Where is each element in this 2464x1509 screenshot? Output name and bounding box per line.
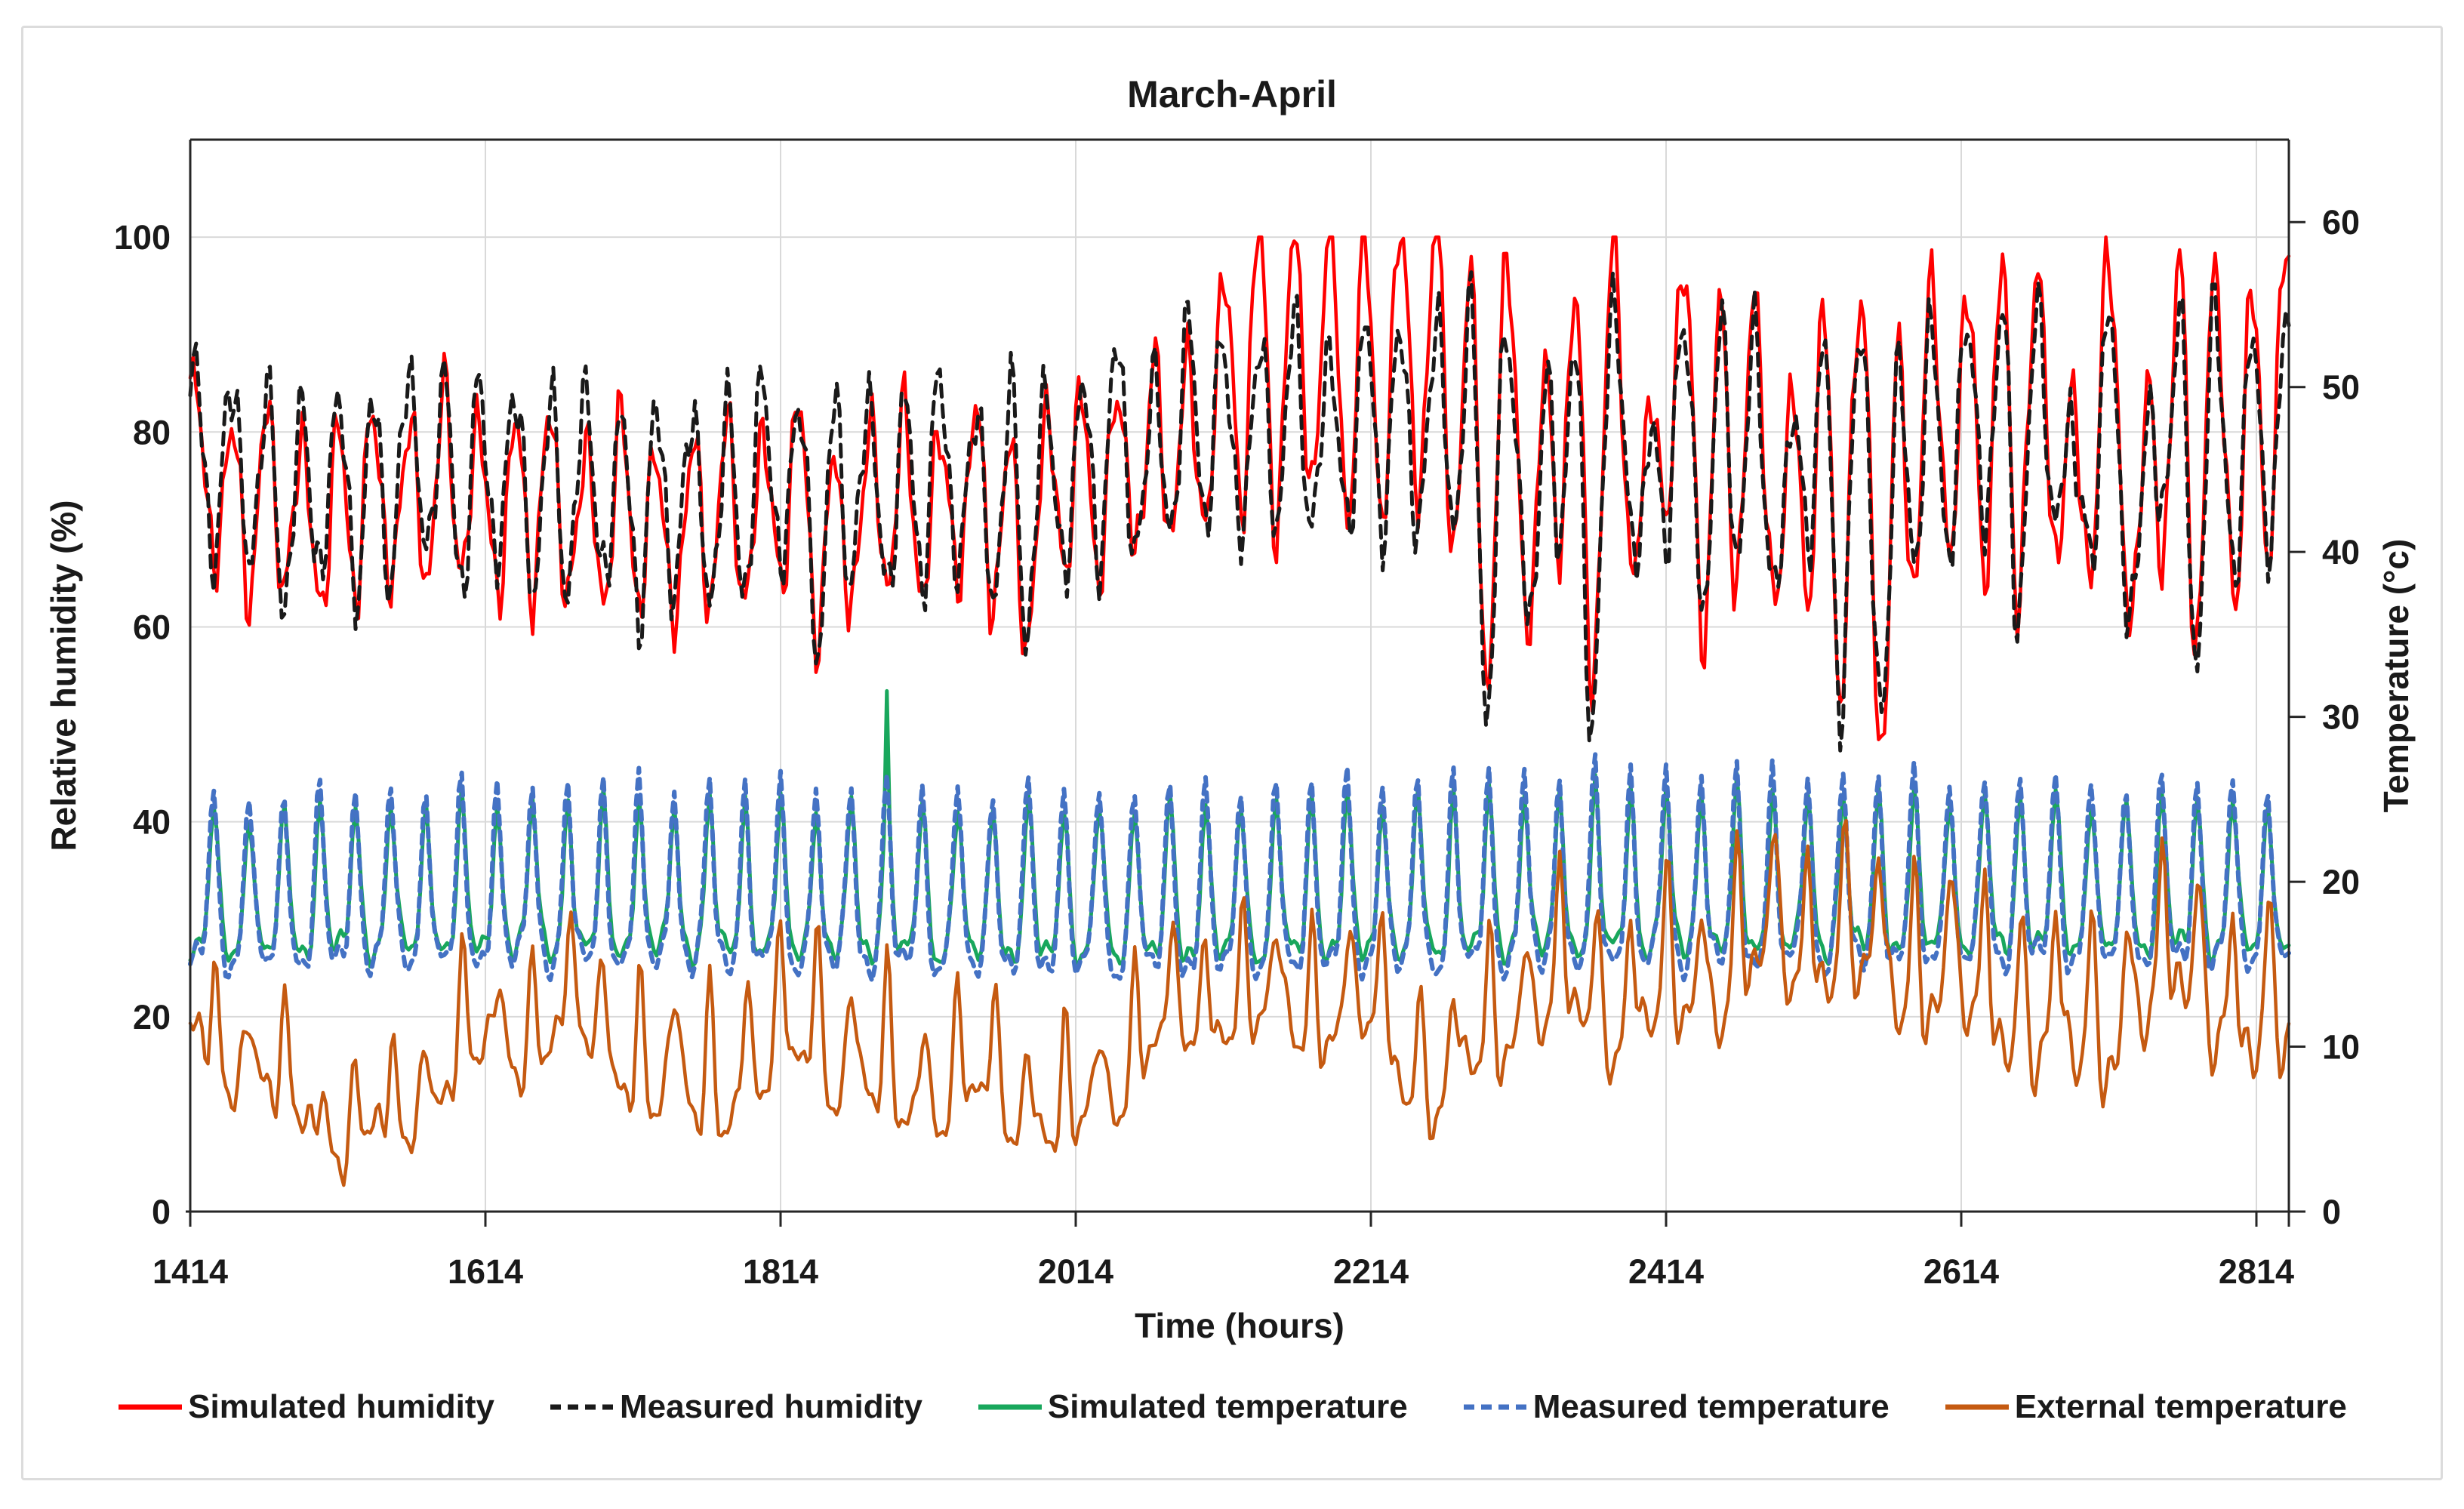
y-axis-right-title: Temperature (°c) xyxy=(2376,539,2416,813)
legend-key-measured-humidity xyxy=(550,1404,614,1410)
svg-text:1414: 1414 xyxy=(152,1252,228,1291)
legend-key-measured-temperature xyxy=(1463,1404,1527,1410)
legend-item: Measured humidity xyxy=(549,1388,922,1426)
svg-text:0: 0 xyxy=(2322,1193,2341,1231)
svg-text:2014: 2014 xyxy=(1038,1252,1113,1291)
svg-text:1614: 1614 xyxy=(448,1252,523,1291)
svg-text:60: 60 xyxy=(2322,203,2360,242)
legend-label: Measured temperature xyxy=(1532,1388,1890,1425)
chart-title: March-April xyxy=(1127,73,1337,115)
svg-text:2414: 2414 xyxy=(1628,1252,1704,1291)
legend-item: Simulated temperature xyxy=(977,1388,1408,1426)
legend-item: Simulated humidity xyxy=(117,1388,494,1426)
svg-text:1814: 1814 xyxy=(743,1252,818,1291)
axes xyxy=(186,138,2305,1227)
svg-text:20: 20 xyxy=(133,998,171,1036)
legend-label: Simulated humidity xyxy=(188,1388,494,1425)
svg-text:40: 40 xyxy=(2322,533,2360,571)
legend-label: External temperature xyxy=(2014,1388,2347,1425)
legend-key-simulated-temperature xyxy=(978,1404,1042,1410)
svg-text:2614: 2614 xyxy=(1923,1252,1999,1291)
legend-item: External temperature xyxy=(1944,1388,2347,1426)
y-axis-left-title: Relative humidity (%) xyxy=(44,500,83,851)
tick-labels: 0 20 40 60 80 100 0 10 20 30 40 50 60 1414 1614 1814 201… xyxy=(114,203,2360,1291)
legend: Simulated humidity Measured humidity Sim… xyxy=(0,1375,2464,1439)
svg-text:2214: 2214 xyxy=(1333,1252,1409,1291)
svg-text:20: 20 xyxy=(2322,863,2360,901)
legend-label: Simulated temperature xyxy=(1047,1388,1408,1425)
legend-label: Measured humidity xyxy=(619,1388,922,1425)
legend-key-simulated-humidity xyxy=(119,1404,183,1410)
svg-text:60: 60 xyxy=(133,608,171,646)
legend-key-external-temperature xyxy=(1945,1404,2009,1410)
gridlines xyxy=(190,140,2289,1212)
page-border-frame xyxy=(21,26,2443,1480)
svg-text:50: 50 xyxy=(2322,368,2360,407)
svg-text:30: 30 xyxy=(2322,698,2360,737)
svg-text:2814: 2814 xyxy=(2219,1252,2294,1291)
series-lines xyxy=(188,235,2291,1187)
svg-text:100: 100 xyxy=(114,218,171,257)
svg-text:80: 80 xyxy=(133,413,171,451)
svg-text:10: 10 xyxy=(2322,1028,2360,1067)
svg-text:0: 0 xyxy=(152,1193,171,1231)
legend-item: Measured temperature xyxy=(1462,1388,1890,1426)
svg-text:40: 40 xyxy=(133,803,171,842)
x-axis-title: Time (hours) xyxy=(1135,1306,1344,1345)
